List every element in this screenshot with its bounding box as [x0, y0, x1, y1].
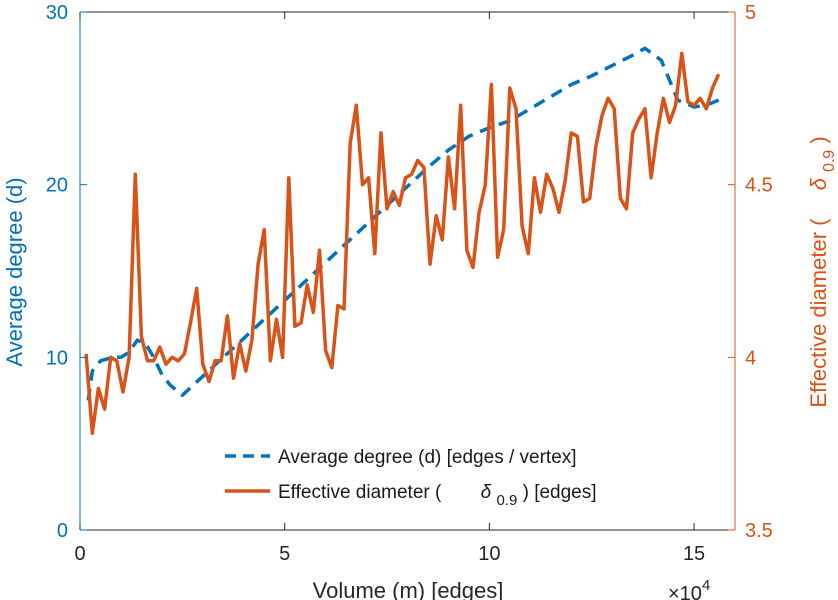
series-line-effective-diameter	[84, 51, 721, 436]
right-tick-label: 4	[745, 347, 756, 369]
legend-label-average-degree: Average degree (d) [edges / vertex]	[278, 447, 577, 468]
legend-label-text: Effective diameter (	[278, 482, 442, 503]
x-axis-label: Volume (m) [edges]	[313, 578, 504, 600]
right-axis-label-symbol: δ	[806, 177, 831, 190]
right-tick-label: 3.5	[745, 520, 773, 542]
right-axis-label-close: )	[806, 136, 831, 143]
legend: Average degree (d) [edges / vertex] Effe…	[225, 447, 597, 510]
axes-layer: 0 5 10 15 0 10 20 30 3.5 4 4.5 5	[46, 2, 773, 565]
x-tick-label: 10	[478, 543, 500, 565]
left-tick-label: 10	[46, 347, 68, 369]
x-tick-label: 0	[74, 543, 85, 565]
x-axis-exponent: ×104	[668, 577, 710, 600]
legend-label-effective-diameter: Effective diameter ( δ 0.9 ) [edges]	[278, 482, 597, 510]
right-tick-label: 4.5	[745, 175, 773, 197]
left-tick-label: 20	[46, 175, 68, 197]
right-axis-label-text: Effective diameter (	[806, 218, 831, 408]
left-axis-label: Average degree (d)	[2, 177, 27, 366]
right-axis-label: Effective diameter ( δ 0.9 )	[806, 136, 838, 407]
right-axis-label-subscript: 0.9	[821, 150, 838, 172]
left-tick-label: 30	[46, 2, 68, 24]
left-tick-label: 0	[57, 520, 68, 542]
x-tick-label: 5	[279, 543, 290, 565]
legend-label-suffix: ) [edges]	[523, 482, 597, 503]
series-layer	[84, 46, 721, 436]
plot-background	[80, 12, 735, 530]
plot-area	[80, 12, 735, 530]
x-tick-label: 15	[683, 543, 705, 565]
legend-label-symbol: δ	[481, 482, 492, 503]
right-tick-label: 5	[745, 2, 756, 24]
legend-label-subscript: 0.9	[496, 492, 517, 509]
